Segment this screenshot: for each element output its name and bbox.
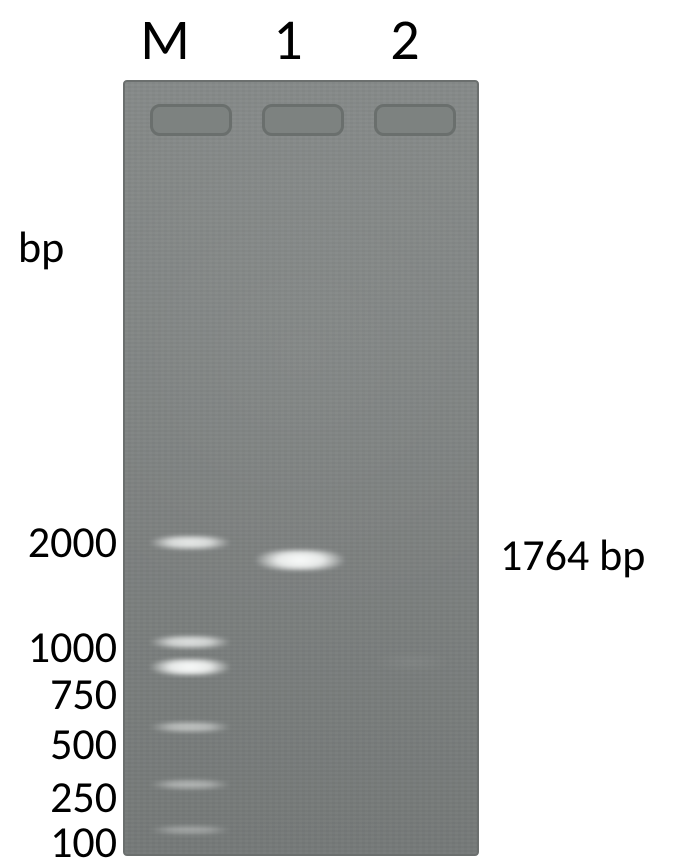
ladder-label-100: 100 [2,820,117,860]
gel-well-1 [262,104,344,136]
ladder-label-500: 500 [2,722,117,766]
sample-band-0 [252,550,348,570]
faint-smear [367,654,457,670]
gel-well-0 [150,104,232,136]
ladder-label-1000: 1000 [2,625,117,669]
ladder-label-250: 250 [2,775,117,819]
gel-well-2 [374,104,456,136]
ladder-band-2 [147,659,233,675]
gel-slab [123,80,479,856]
ladder-band-3 [147,722,233,732]
ladder-band-1 [147,636,233,648]
band-size-annotation: 1764 bp [500,528,645,582]
ladder-band-4 [147,780,233,789]
bp-unit-label: bp [18,220,64,274]
ladder-band-5 [147,826,233,834]
ladder-label-2000: 2000 [2,520,117,564]
ladder-label-750: 750 [2,672,117,716]
gel-noise [125,82,477,854]
lane-header-2: 2 [375,4,435,75]
lane-header-1: 1 [258,4,318,75]
lane-header-M: M [125,4,205,75]
figure-container: M 1 2 bp 2000 1000750 500 250100 1764 bp [0,0,684,860]
ladder-band-0 [147,536,233,549]
